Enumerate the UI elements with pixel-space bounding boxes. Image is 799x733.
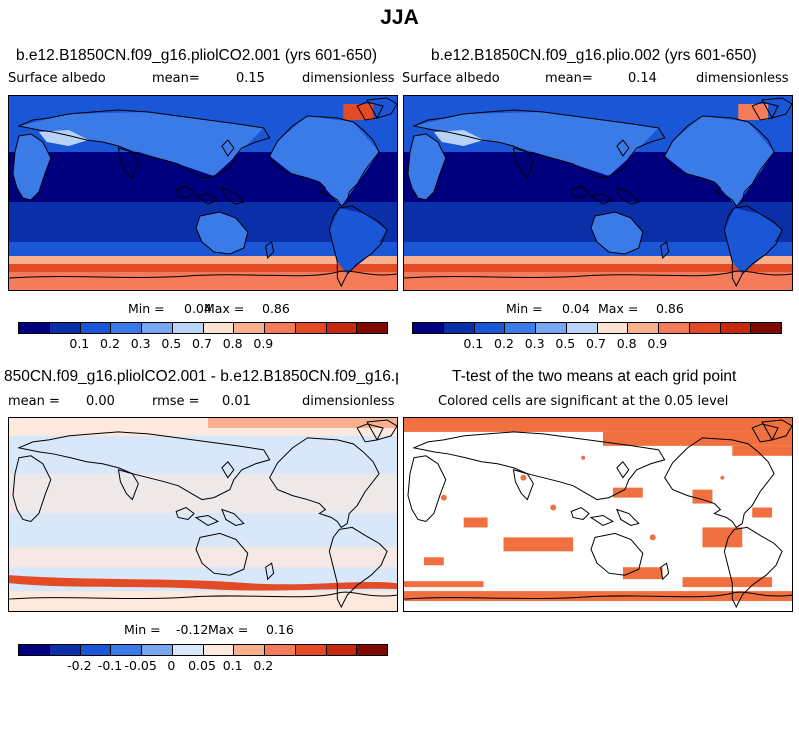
- colorbar-tick-label: 0.2: [253, 658, 274, 673]
- mean-label-top-left: mean=: [152, 71, 200, 86]
- colorbar-tick-label: -0.2: [67, 658, 92, 673]
- colorbar-tick-label: 0.1: [69, 336, 90, 351]
- colorbar-segment: [326, 645, 358, 655]
- colorbar-tick-label: -0.05: [124, 658, 157, 673]
- colorbar-segment: [234, 645, 265, 655]
- colorbar-segment: [597, 323, 629, 333]
- colorbar-tick-label: 0.1: [463, 336, 484, 351]
- max-label-difference: Max =: [208, 622, 249, 637]
- colorbar-segment: [689, 323, 721, 333]
- colorbar-segment: [80, 645, 112, 655]
- colorbar-tick-label: 0.1: [222, 658, 243, 673]
- variable-label-top-left: Surface albedo: [8, 71, 106, 86]
- panel-title-bottom-left: 850CN.f09_g16.pliolCO2.001 - b.e12.B1850…: [4, 368, 398, 385]
- colorbar-tick-label: 0.8: [222, 336, 243, 351]
- units-label-top-right: dimensionless: [696, 71, 789, 86]
- colorbar-segment: [474, 323, 506, 333]
- colorbar-segment: [628, 323, 659, 333]
- variable-label-top-right: Surface albedo: [402, 71, 500, 86]
- colorbar-tick-label: 0: [167, 658, 176, 673]
- min-label-albedo-left: Min =: [128, 301, 165, 316]
- colorbar-segment: [142, 645, 173, 655]
- colorbar-albedo-right: [412, 322, 782, 334]
- min-value-albedo-right: 0.04: [562, 301, 590, 316]
- colorbar-segment: [111, 645, 142, 655]
- colorbar-segment: [720, 323, 752, 333]
- colorbar-segment: [172, 645, 204, 655]
- colorbar-difference: [18, 644, 388, 656]
- colorbar-segment: [357, 323, 387, 333]
- significance-map: [403, 417, 793, 612]
- colorbar-segment: [357, 645, 387, 655]
- colorbar-tick-label: 0.2: [494, 336, 514, 351]
- mean-value-bottom-left: 0.00: [86, 394, 115, 409]
- colorbar-segment: [566, 323, 598, 333]
- colorbar-segment: [413, 323, 444, 333]
- min-value-difference: -0.12: [176, 622, 209, 637]
- colorbar-tick-label: 0.2: [100, 336, 120, 351]
- min-label-difference: Min =: [124, 622, 161, 637]
- panel-title-top-left: b.e12.B1850CN.f09_g16.pliolCO2.001 (yrs …: [16, 47, 378, 64]
- albedo-map-top-left: [8, 95, 398, 291]
- colorbar-segment: [234, 323, 265, 333]
- colorbar-tick-label: 0.7: [192, 336, 212, 351]
- page-title: JJA: [380, 6, 419, 29]
- colorbar-segment: [19, 323, 50, 333]
- panel-title-bottom-right: T-test of the two means at each grid poi…: [452, 368, 737, 385]
- colorbar-segment: [49, 323, 81, 333]
- colorbar-tick-label: 0.5: [555, 336, 576, 351]
- colorbar-segment: [751, 323, 781, 333]
- panel-subtitle-bottom-right: Colored cells are significant at the 0.0…: [438, 394, 729, 409]
- colorbar-tick-label: -0.1: [97, 658, 123, 673]
- colorbar-segment: [295, 645, 327, 655]
- colorbar-tick-label: 0.3: [524, 336, 545, 351]
- colorbar-segment: [142, 323, 173, 333]
- colorbar-segment: [443, 323, 475, 333]
- panel-title-top-right: b.e12.B1850CN.f09_g16.plio.002 (yrs 601-…: [431, 47, 757, 64]
- difference-map: [8, 417, 398, 612]
- colorbar-segment: [19, 645, 50, 655]
- colorbar-tick-label: 0.8: [616, 336, 637, 351]
- rmse-value-bottom-left: 0.01: [222, 394, 251, 409]
- colorbar-tick-label: 0.9: [647, 336, 668, 351]
- colorbar-segment: [505, 323, 536, 333]
- colorbar-segment: [203, 323, 235, 333]
- max-label-albedo-right: Max =: [598, 301, 639, 316]
- colorbar-segment: [326, 323, 358, 333]
- colorbar-segment: [80, 323, 112, 333]
- colorbar-segment: [295, 323, 327, 333]
- colorbar-tick-label: 0.9: [253, 336, 274, 351]
- colorbar-segment: [111, 323, 142, 333]
- max-value-albedo-left: 0.86: [262, 301, 290, 316]
- colorbar-segment: [536, 323, 567, 333]
- colorbar-segment: [265, 323, 296, 333]
- colorbar-tick-label: 0.5: [161, 336, 182, 351]
- min-value-albedo-left: 0.04: [184, 301, 212, 316]
- colorbar-segment: [49, 645, 81, 655]
- mean-value-top-right: 0.14: [628, 71, 657, 86]
- mean-value-top-left: 0.15: [236, 71, 265, 86]
- mean-label-top-right: mean=: [545, 71, 593, 86]
- colorbar-segment: [172, 323, 204, 333]
- colorbar-segment: [659, 323, 690, 333]
- colorbar-tick-label: 0.05: [188, 658, 216, 673]
- colorbar-segment: [203, 645, 235, 655]
- colorbar-segment: [265, 645, 296, 655]
- colorbar-tick-label: 0.3: [130, 336, 151, 351]
- colorbar-albedo-left: [18, 322, 388, 334]
- albedo-map-top-right: [403, 95, 793, 291]
- mean-label-bottom-left: mean =: [8, 394, 60, 409]
- colorbar-tick-label: 0.7: [586, 336, 606, 351]
- max-label-albedo-left: Max =: [204, 301, 245, 316]
- min-label-albedo-right: Min =: [506, 301, 543, 316]
- rmse-label-bottom-left: rmse =: [152, 394, 200, 409]
- units-label-bottom-left: dimensionless: [302, 394, 395, 409]
- max-value-difference: 0.16: [266, 622, 294, 637]
- max-value-albedo-right: 0.86: [656, 301, 684, 316]
- units-label-top-left: dimensionless: [302, 71, 395, 86]
